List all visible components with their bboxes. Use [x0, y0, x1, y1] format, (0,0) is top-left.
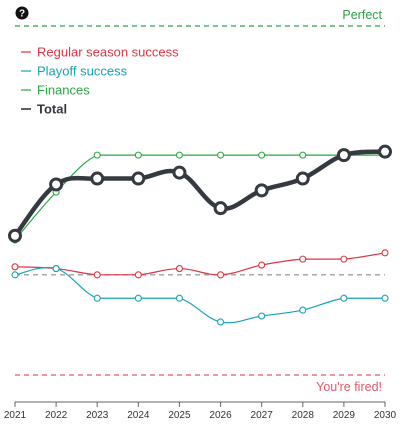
point-regular-season-success-2025	[176, 266, 182, 272]
legend-item-playoff-success: Playoff success	[21, 64, 128, 79]
point-playoff-success-2026	[218, 319, 224, 325]
x-tick-label-2021: 2021	[4, 410, 27, 421]
point-total-2021	[10, 230, 21, 241]
point-regular-season-success-2024	[135, 272, 141, 278]
x-tick-label-2023: 2023	[86, 410, 109, 421]
x-tick-label-2027: 2027	[251, 410, 274, 421]
x-tick-label-2024: 2024	[127, 410, 150, 421]
legend-label-playoff-success: Playoff success	[37, 64, 128, 79]
help-icon[interactable]: ?	[16, 7, 29, 20]
point-finances-2026	[218, 152, 224, 158]
x-tick-label-2030: 2030	[374, 410, 397, 421]
point-finances-2023	[94, 152, 100, 158]
x-tick-label-2028: 2028	[292, 410, 315, 421]
series-line-finances	[15, 155, 385, 240]
point-total-2022	[51, 179, 62, 190]
x-tick-label-2029: 2029	[333, 410, 356, 421]
series-total	[10, 146, 391, 241]
point-playoff-success-2021	[12, 272, 18, 278]
point-finances-2024	[135, 152, 141, 158]
fired-label: You're fired!	[316, 380, 382, 394]
help-icon-glyph: ?	[19, 9, 25, 20]
legend-label-total: Total	[37, 102, 67, 117]
point-total-2029	[338, 150, 349, 161]
point-playoff-success-2022	[53, 266, 59, 272]
point-regular-season-success-2027	[259, 262, 265, 268]
series-regular-season-success	[12, 250, 388, 278]
point-total-2025	[174, 167, 185, 178]
series-layer	[10, 146, 391, 325]
point-playoff-success-2030	[382, 295, 388, 301]
point-regular-season-success-2021	[12, 264, 18, 270]
legend-item-regular-season-success: Regular season success	[21, 45, 179, 60]
point-playoff-success-2023	[94, 295, 100, 301]
legend-label-finances: Finances	[37, 83, 90, 98]
x-axis: 2021 2022 2023 2024 2025 2026 2027 2028 2029 2030	[4, 402, 397, 421]
perfect-label: Perfect	[342, 8, 382, 22]
point-total-2027	[256, 185, 267, 196]
point-regular-season-success-2028	[300, 256, 306, 262]
point-total-2028	[297, 173, 308, 184]
x-tick-label-2022: 2022	[45, 410, 68, 421]
point-total-2024	[133, 173, 144, 184]
point-total-2026	[215, 203, 226, 214]
series-line-total	[15, 152, 385, 236]
point-playoff-success-2024	[135, 295, 141, 301]
x-tick-label-2026: 2026	[209, 410, 232, 421]
legend-item-finances: Finances	[21, 83, 90, 98]
point-total-2030	[380, 146, 391, 157]
point-regular-season-success-2026	[218, 272, 224, 278]
point-playoff-success-2025	[176, 295, 182, 301]
chart-legend: Regular season success Playoff success Fin…	[21, 45, 179, 117]
point-finances-2027	[259, 152, 265, 158]
point-finances-2025	[176, 152, 182, 158]
point-finances-2028	[300, 152, 306, 158]
point-regular-season-success-2029	[341, 256, 347, 262]
series-line-playoff-success	[15, 267, 385, 322]
point-playoff-success-2028	[300, 307, 306, 313]
point-total-2023	[92, 173, 103, 184]
point-regular-season-success-2023	[94, 272, 100, 278]
series-finances	[12, 152, 388, 243]
legend-label-regular-season-success: Regular season success	[37, 45, 179, 60]
x-tick-label-2025: 2025	[168, 410, 191, 421]
point-playoff-success-2029	[341, 295, 347, 301]
series-line-regular-season-success	[15, 253, 385, 275]
legend-item-total: Total	[21, 102, 67, 117]
point-playoff-success-2027	[259, 313, 265, 319]
point-regular-season-success-2030	[382, 250, 388, 256]
